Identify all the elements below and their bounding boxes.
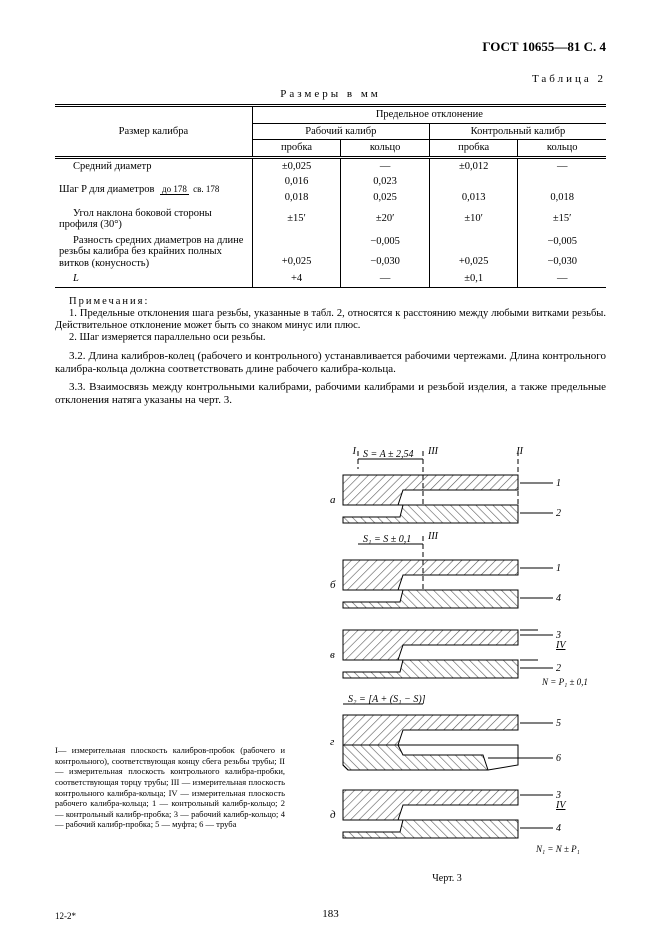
svg-text:2: 2: [556, 508, 561, 519]
table-row: L +4 — ±0,1 —: [55, 271, 606, 287]
table-row: Угол наклона боковой стороны профиля (30…: [55, 206, 606, 233]
svg-text:4: 4: [556, 823, 561, 834]
note-2: 2. Шаг измеряется параллельно оси резьбы…: [55, 332, 606, 344]
svg-text:IV: IV: [555, 640, 567, 651]
svg-text:III: III: [427, 446, 439, 457]
sub-working: Рабочий калибр: [252, 123, 429, 140]
svg-text:S₁ = S ± 0,1: S₁ = S ± 0,1: [363, 534, 411, 545]
svg-text:г: г: [330, 736, 335, 748]
notes-lead: Примечания:: [55, 296, 606, 308]
svg-text:S₂ = [A + (S₁ − S)]: S₂ = [A + (S₁ − S)]: [348, 694, 426, 705]
col-plug-2: пробка: [429, 140, 518, 158]
table-row: Шаг P для диаметров до 178 св. 178 0,016…: [55, 174, 606, 190]
svg-text:N₁ = N ± P₁: N₁ = N ± P₁: [535, 844, 580, 854]
sub-c: в 3 IV 2 N = P₁ ± 0,1: [330, 630, 588, 687]
sub-d: S₂ = [A + (S₁ − S)] г 5 6: [330, 694, 561, 770]
para-33: 3.3. Взаимосвязь между контрольными кали…: [55, 381, 606, 406]
figure-svg: S = A ± 2,54 I III II а 1 2 S₁ = S ± 0,1: [288, 445, 606, 865]
col-plug-1: пробка: [252, 140, 341, 158]
page: ГОСТ 10655—81 С. 4 Таблица 2 Размеры в м…: [0, 0, 661, 936]
fraction: до 178 св. 178: [160, 185, 221, 194]
svg-text:д: д: [330, 809, 336, 821]
svg-text:5: 5: [556, 718, 561, 729]
notes-block: Примечания: 1. Предельные отклонения шаг…: [55, 296, 606, 344]
group-header: Предельное отклонение: [252, 106, 606, 124]
deviation-table: Размер калибра Предельное отклонение Раб…: [55, 104, 606, 288]
svg-text:1: 1: [556, 478, 561, 489]
svg-text:1: 1: [556, 563, 561, 574]
svg-text:S = A ± 2,54: S = A ± 2,54: [363, 449, 413, 460]
sub-b: S₁ = S ± 0,1 III б 1 4: [330, 531, 561, 608]
sub-e: д 3 IV 4 N₁ = N ± P₁: [330, 790, 580, 854]
svg-text:а: а: [330, 494, 336, 506]
svg-text:II: II: [515, 446, 523, 457]
row-header: Размер калибра: [55, 106, 252, 158]
signature-mark: 12-2*: [55, 911, 76, 921]
table-row: Разность средних диаметров на длине резь…: [55, 233, 606, 252]
svg-text:IV: IV: [555, 800, 567, 811]
page-number: 183: [322, 908, 339, 921]
svg-text:6: 6: [556, 753, 561, 764]
svg-text:2: 2: [556, 663, 561, 674]
col-ring-2: кольцо: [518, 140, 606, 158]
table-number: Таблица 2: [55, 73, 606, 86]
svg-text:N = P₁ ± 0,1: N = P₁ ± 0,1: [541, 677, 588, 687]
para-32: 3.2. Длина калибров-колец (рабочего и ко…: [55, 350, 606, 375]
col-ring-1: кольцо: [341, 140, 430, 158]
svg-text:б: б: [330, 579, 336, 591]
svg-text:I: I: [352, 446, 357, 457]
svg-text:в: в: [330, 649, 335, 661]
note-1: 1. Предельные отклонения шага резьбы, ук…: [55, 308, 606, 332]
table-caption: Размеры в мм: [55, 88, 606, 101]
figure-legend: I— измерительная плоскость калибров-проб…: [55, 745, 285, 830]
sub-a: S = A ± 2,54 I III II а 1 2: [330, 446, 561, 523]
doc-header: ГОСТ 10655—81 С. 4: [55, 40, 606, 55]
figure-3: S = A ± 2,54 I III II а 1 2 S₁ = S ± 0,1: [288, 445, 606, 884]
table-row: Средний диаметр ±0,025 — ±0,012 —: [55, 157, 606, 174]
figure-label: Черт. 3: [288, 873, 606, 885]
sub-control: Контрольный калибр: [429, 123, 606, 140]
svg-text:III: III: [427, 531, 439, 542]
svg-text:4: 4: [556, 593, 561, 604]
